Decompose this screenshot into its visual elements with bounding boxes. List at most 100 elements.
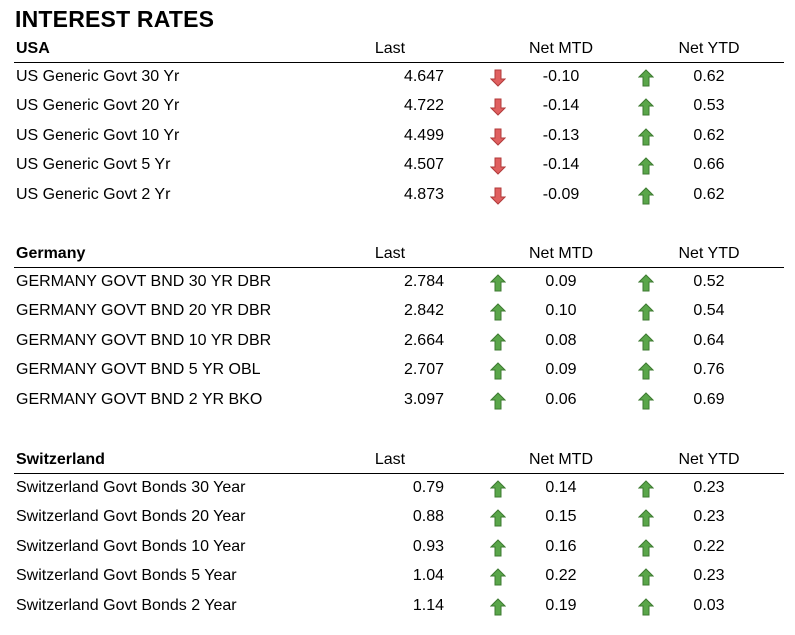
instrument-label: Switzerland Govt Bonds 10 Year [16,537,246,555]
section-usa: USA Last Net MTD Net YTD US Generic Govt… [14,40,784,210]
arrow-up-icon [637,539,655,557]
section-header: USA Last Net MTD Net YTD [14,40,784,63]
section-name: USA [16,40,50,57]
net-mtd-value: -0.14 [542,156,580,174]
table-row: Switzerland Govt Bonds 20 Year 0.88 0.15 0.… [14,503,784,532]
rows-usa: US Generic Govt 30 Yr 4.647 -0.10 0.62 US Ge… [14,63,784,210]
col-mtd-header: Net MTD [529,451,593,468]
table-row: US Generic Govt 10 Yr 4.499 -0.13 0.62 [14,122,784,151]
arrow-up-icon [489,362,507,380]
table-row: GERMANY GOVT BND 10 YR DBR 2.664 0.08 0.64 [14,327,784,356]
instrument-label: US Generic Govt 10 Yr [16,126,180,144]
arrow-up-icon [637,98,655,116]
net-ytd-value: 0.23 [693,479,725,496]
instrument-label: US Generic Govt 5 Yr [16,156,171,174]
last-value: 0.93 [412,537,444,555]
instrument-label: GERMANY GOVT BND 30 YR DBR [16,273,272,290]
table-row: GERMANY GOVT BND 5 YR OBL 2.707 0.09 0.76 [14,356,784,385]
arrow-up-icon [637,480,655,498]
arrow-up-icon [489,391,507,410]
net-ytd-value: 0.23 [693,508,725,526]
net-ytd-value: 0.62 [693,68,725,85]
net-ytd-value: 0.22 [693,537,725,555]
net-mtd-value: -0.13 [542,126,580,144]
net-mtd-value: 0.09 [545,361,577,379]
net-mtd-value: 0.14 [545,479,577,496]
arrow-up-icon [489,568,507,586]
page-title: INTEREST RATES [15,6,215,32]
instrument-label: GERMANY GOVT BND 5 YR OBL [16,361,261,379]
section-name: Switzerland [16,451,105,468]
instrument-label: US Generic Govt 2 Yr [16,185,171,203]
table-row: GERMANY GOVT BND 20 YR DBR 2.842 0.10 0.54 [14,297,784,326]
net-ytd-value: 0.52 [693,273,725,290]
col-last-header: Last [374,451,406,468]
rows-germany: GERMANY GOVT BND 30 YR DBR 2.784 0.09 0.52 G… [14,268,784,415]
net-mtd-value: 0.06 [545,390,577,408]
arrow-up-icon [489,539,507,557]
table-row: US Generic Govt 2 Yr 4.873 -0.09 0.62 [14,181,784,210]
instrument-label: US Generic Govt 30 Yr [16,68,180,85]
arrow-up-icon [489,597,507,616]
arrow-up-icon [637,568,655,586]
last-value: 3.097 [403,390,444,408]
table-row: GERMANY GOVT BND 30 YR DBR 2.784 0.09 0.52 [14,268,784,297]
net-ytd-value: 0.54 [693,302,725,320]
arrow-up-icon [637,509,655,527]
arrow-down-icon [489,187,507,205]
arrow-up-icon [637,69,655,87]
net-mtd-value: 0.22 [545,567,577,585]
table-row: US Generic Govt 20 Yr 4.722 -0.14 0.53 [14,92,784,121]
net-mtd-value: 0.09 [545,273,577,290]
section-germany: Germany Last Net MTD Net YTD GERMANY GOV… [14,245,784,415]
col-mtd-header: Net MTD [529,245,593,262]
table-row: Switzerland Govt Bonds 30 Year 0.79 0.14 0.… [14,474,784,503]
arrow-up-icon [637,128,655,146]
net-ytd-value: 0.62 [693,126,725,144]
net-ytd-value: 0.69 [693,390,725,408]
net-ytd-value: 0.64 [693,331,725,349]
net-ytd-value: 0.76 [693,361,725,379]
net-mtd-value: 0.15 [545,508,577,526]
last-value: 2.664 [403,331,444,349]
instrument-label: GERMANY GOVT BND 10 YR DBR [16,331,272,349]
last-value: 1.04 [412,567,444,585]
net-ytd-value: 0.62 [693,185,725,203]
arrow-up-icon [637,186,655,205]
last-value: 2.707 [403,361,444,379]
table-row: Switzerland Govt Bonds 2 Year 1.14 0.19 0.0… [14,592,784,621]
col-last-header: Last [374,245,406,262]
arrow-down-icon [489,128,507,146]
table-row: Switzerland Govt Bonds 10 Year 0.93 0.16 0.… [14,533,784,562]
col-ytd-header: Net YTD [678,245,740,262]
net-mtd-value: 0.10 [545,302,577,320]
table-row: US Generic Govt 30 Yr 4.647 -0.10 0.62 [14,63,784,92]
section-name: Germany [16,245,86,262]
instrument-label: Switzerland Govt Bonds 5 Year [16,567,237,585]
instrument-label: GERMANY GOVT BND 20 YR DBR [16,302,272,320]
col-ytd-header: Net YTD [678,451,740,468]
last-value: 0.79 [412,479,444,496]
last-value: 0.88 [412,508,444,526]
net-ytd-value: 0.23 [693,567,725,585]
table-row: GERMANY GOVT BND 2 YR BKO 3.097 0.06 0.69 [14,386,784,415]
arrow-up-icon [489,303,507,321]
col-last-header: Last [374,40,406,57]
net-ytd-value: 0.66 [693,156,725,174]
net-ytd-value: 0.03 [693,596,725,614]
table-row: Switzerland Govt Bonds 5 Year 1.04 0.22 0.2… [14,562,784,591]
net-mtd-value: 0.19 [545,596,577,614]
arrow-up-icon [637,597,655,616]
net-mtd-value: -0.14 [542,97,580,115]
last-value: 4.722 [403,97,444,115]
last-value: 4.873 [403,185,444,203]
instrument-label: GERMANY GOVT BND 2 YR BKO [16,390,263,408]
net-mtd-value: 0.16 [545,537,577,555]
arrow-up-icon [637,157,655,175]
rows-switzerland: Switzerland Govt Bonds 30 Year 0.79 0.14 0.… [14,474,784,621]
instrument-label: Switzerland Govt Bonds 2 Year [16,596,237,614]
arrow-down-icon [489,69,507,87]
section-header: Switzerland Last Net MTD Net YTD [14,451,784,474]
arrow-up-icon [637,274,655,292]
